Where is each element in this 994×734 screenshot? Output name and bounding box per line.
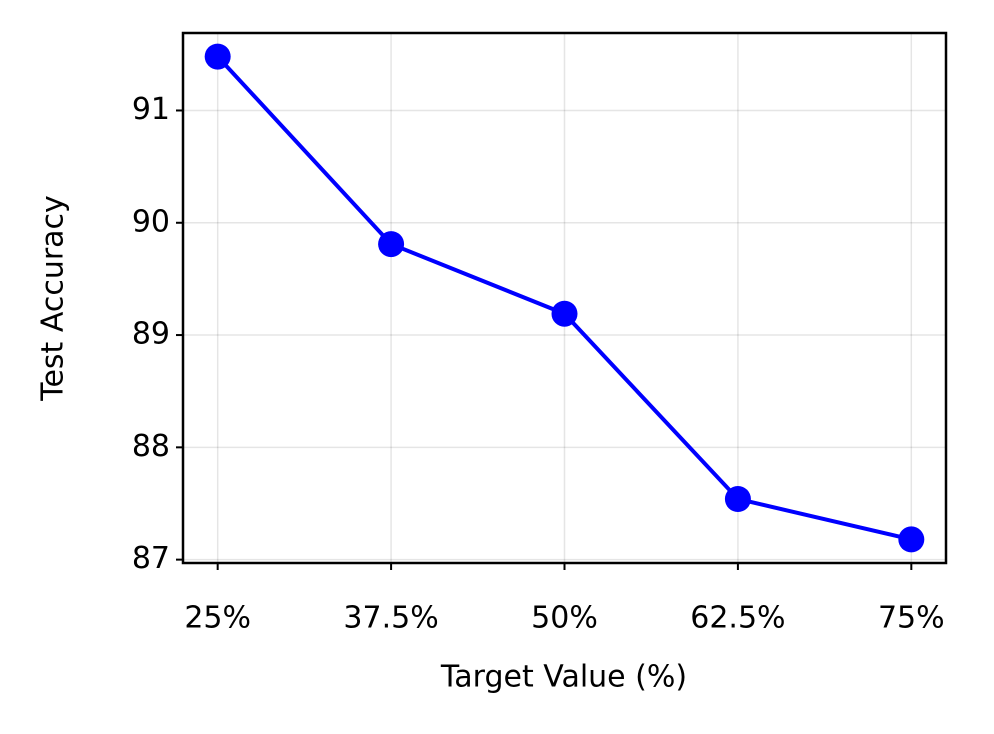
x-axis-label: Target Value (%) bbox=[440, 660, 687, 695]
plot-frame bbox=[181, 31, 948, 565]
x-tick-label: 75% bbox=[878, 601, 945, 636]
point bbox=[724, 485, 751, 512]
point bbox=[378, 231, 405, 258]
y-axis-label: Test Accuracy bbox=[36, 195, 71, 402]
y-tick-label: 90 bbox=[132, 204, 170, 239]
y-tick-label: 87 bbox=[132, 541, 170, 576]
x-tick-label: 62.5% bbox=[690, 601, 785, 636]
point bbox=[551, 300, 578, 327]
y-tick-label: 88 bbox=[132, 429, 170, 464]
point bbox=[898, 526, 925, 553]
y-tick-label: 91 bbox=[132, 92, 170, 127]
x-tick-label: 37.5% bbox=[343, 601, 438, 636]
x-tick-label: 50% bbox=[531, 601, 598, 636]
point bbox=[204, 43, 231, 70]
x-tick-label: 25% bbox=[184, 601, 251, 636]
y-tick-label: 89 bbox=[132, 317, 170, 352]
